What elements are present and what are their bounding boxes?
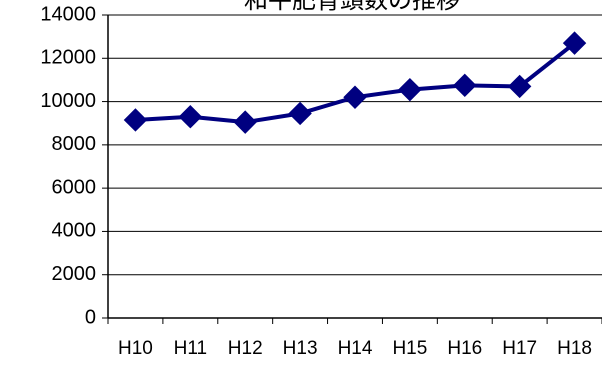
- y-tick-label: 12000: [40, 47, 96, 69]
- data-point-marker: [507, 74, 532, 99]
- y-tick-label: 0: [85, 306, 96, 328]
- x-tick-label: H17: [502, 338, 537, 359]
- data-point-marker: [562, 31, 587, 55]
- y-tick-label: 2000: [52, 263, 97, 285]
- x-tick-label: H13: [283, 338, 318, 359]
- x-tick-label: H14: [338, 338, 373, 359]
- data-point-marker: [398, 77, 422, 102]
- data-point-marker: [178, 105, 203, 129]
- chart-title: 和牛肥育頭数の推移: [244, 0, 460, 14]
- y-tick-label: 6000: [52, 176, 97, 198]
- x-tick-label: H16: [447, 338, 482, 359]
- axes: [102, 14, 602, 324]
- x-tick-label: H10: [118, 338, 153, 359]
- x-tick-label: H18: [557, 338, 592, 359]
- data-point-marker: [288, 101, 312, 126]
- x-tick-label: H12: [228, 338, 263, 359]
- x-tick-label: H11: [174, 338, 207, 359]
- data-point-marker: [453, 73, 477, 98]
- data-point-marker: [233, 110, 257, 134]
- y-tick-label: 14000: [40, 3, 96, 25]
- series: [123, 31, 587, 134]
- data-point-marker: [343, 85, 367, 109]
- y-tick-label: 8000: [52, 133, 97, 155]
- tick-labels: 0 2000 4000 6000 8000 10000 12000 14000 H10 H11 H1…: [40, 3, 592, 359]
- data-point-marker: [123, 108, 148, 132]
- x-tick-label: H15: [392, 338, 427, 359]
- grid-lines: [108, 14, 602, 276]
- y-tick-label: 10000: [40, 90, 96, 112]
- y-tick-label: 4000: [52, 220, 97, 242]
- series-line: [135, 41, 576, 125]
